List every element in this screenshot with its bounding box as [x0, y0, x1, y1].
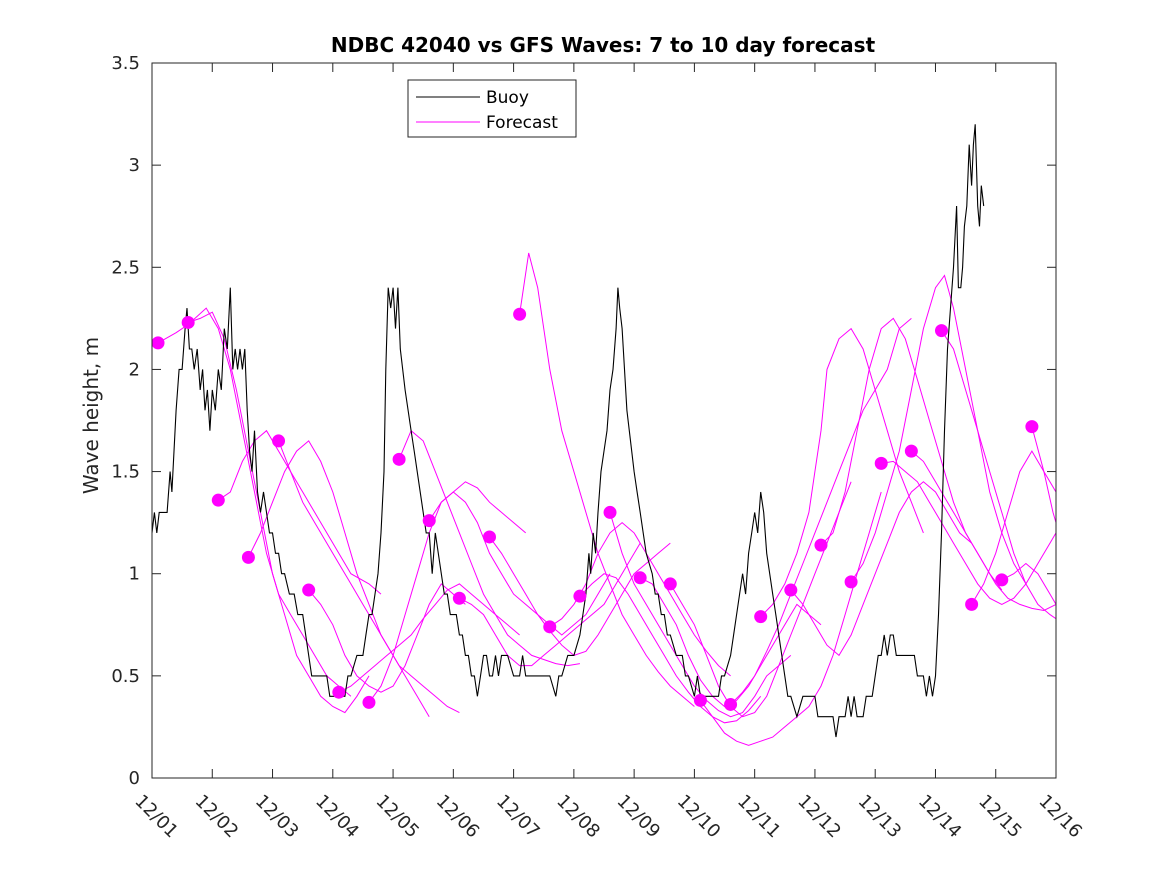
y-tick-label: 0 [129, 768, 140, 789]
forecast-start-marker-10 [422, 514, 436, 528]
forecast-start-marker-4 [241, 550, 255, 564]
forecast-start-marker-26 [904, 444, 918, 458]
forecast-line-28 [971, 450, 1056, 605]
x-tick-label: 12/12 [793, 791, 845, 843]
forecast-line-25 [881, 460, 1056, 605]
forecast-start-marker-20 [724, 697, 738, 711]
x-tick-label: 12/14 [914, 791, 966, 843]
legend-label-forecast: Forecast [486, 113, 558, 133]
x-tick-label: 12/07 [492, 791, 544, 843]
forecast-line-21 [760, 327, 924, 617]
forecast-line-18 [669, 481, 852, 718]
legend: Buoy Forecast [407, 79, 577, 138]
forecast-line-20 [730, 318, 912, 705]
forecast-start-marker-12 [482, 530, 496, 544]
forecast-line-7 [338, 583, 520, 693]
plot-frame [151, 62, 1057, 779]
forecast-start-marker-7 [332, 685, 346, 699]
forecast-line-3 [218, 429, 382, 595]
forecast-line-19 [699, 491, 882, 746]
x-tick-label: 12/06 [432, 791, 484, 843]
forecast-line-10 [428, 491, 611, 636]
forecast-start-marker-13 [513, 307, 527, 321]
forecast-line-22 [790, 481, 972, 657]
x-tick-label: 12/04 [311, 791, 363, 843]
y-tick-label: 1 [129, 564, 140, 585]
forecast-start-markers [151, 307, 1039, 711]
x-tick-label: 12/09 [613, 791, 665, 843]
forecast-start-marker-11 [452, 591, 466, 605]
forecast-start-marker-23 [814, 538, 828, 552]
x-tick-label: 12/10 [673, 791, 725, 843]
y-tick-label: 3 [129, 155, 140, 176]
y-axis: 0 0.5 1 1.5 2 2.5 3 3.5 [111, 53, 1056, 789]
buoy-series [151, 124, 985, 738]
forecast-start-marker-3 [211, 493, 225, 507]
forecast-line-9 [398, 429, 580, 667]
forecast-start-marker-19 [693, 693, 707, 707]
x-tick-label: 12/01 [130, 791, 182, 843]
forecast-line-26 [911, 450, 1056, 612]
legend-box [407, 79, 577, 138]
y-axis-label: Wave height, m [79, 337, 103, 494]
forecast-line-24 [850, 274, 1027, 585]
forecast-line-30 [1031, 426, 1056, 523]
x-tick-label: 12/05 [372, 791, 424, 843]
forecast-start-marker-25 [874, 456, 888, 470]
forecast-start-marker-1 [151, 336, 165, 350]
forecast-start-marker-18 [663, 577, 677, 591]
forecast-line-11 [459, 542, 641, 667]
forecast-start-marker-2 [181, 315, 195, 329]
x-tick-label: 12/08 [552, 791, 604, 843]
y-tick-label: 0.5 [111, 666, 140, 687]
forecast-start-marker-14 [543, 620, 557, 634]
forecast-line-12 [489, 536, 671, 656]
forecast-start-marker-5 [272, 434, 286, 448]
y-tick-label: 2.5 [111, 257, 140, 278]
x-tick-label: 12/13 [854, 791, 906, 843]
forecast-start-marker-21 [754, 610, 768, 624]
forecast-start-marker-16 [603, 505, 617, 519]
forecast-start-marker-15 [573, 589, 587, 603]
forecast-start-marker-29 [995, 573, 1009, 587]
y-tick-label: 2 [129, 359, 140, 380]
forecast-start-marker-24 [844, 575, 858, 589]
buoy-line [151, 124, 985, 738]
forecast-line-2 [188, 311, 370, 714]
forecast-start-marker-27 [934, 324, 948, 338]
forecast-line-15 [579, 573, 762, 724]
x-tick-label: 12/16 [1034, 791, 1086, 843]
y-tick-label: 3.5 [111, 53, 140, 74]
forecast-start-marker-22 [784, 583, 798, 597]
plot-area [151, 62, 1057, 779]
x-tick-label: 12/02 [191, 791, 243, 843]
forecast-start-marker-8 [362, 695, 376, 709]
forecast-line-27 [941, 330, 1056, 620]
x-tick-label: 12/15 [974, 791, 1026, 843]
x-tick-label: 12/03 [251, 791, 303, 843]
legend-label-buoy: Buoy [486, 88, 529, 108]
chart-title: NDBC 42040 vs GFS Waves: 7 to 10 day for… [331, 33, 876, 57]
forecast-start-marker-17 [633, 571, 647, 585]
forecast-start-marker-28 [965, 597, 979, 611]
forecast-start-marker-9 [392, 452, 406, 466]
forecast-series [157, 252, 1056, 746]
forecast-line-1 [157, 307, 352, 697]
forecast-line-29 [1001, 562, 1056, 605]
x-tick-label: 12/11 [733, 791, 785, 843]
plot-background [152, 63, 1056, 778]
y-tick-label: 1.5 [111, 462, 140, 483]
forecast-start-marker-6 [302, 583, 316, 597]
forecast-line-13 [519, 252, 695, 707]
forecast-line-6 [308, 583, 466, 693]
forecast-start-marker-30 [1025, 420, 1039, 434]
